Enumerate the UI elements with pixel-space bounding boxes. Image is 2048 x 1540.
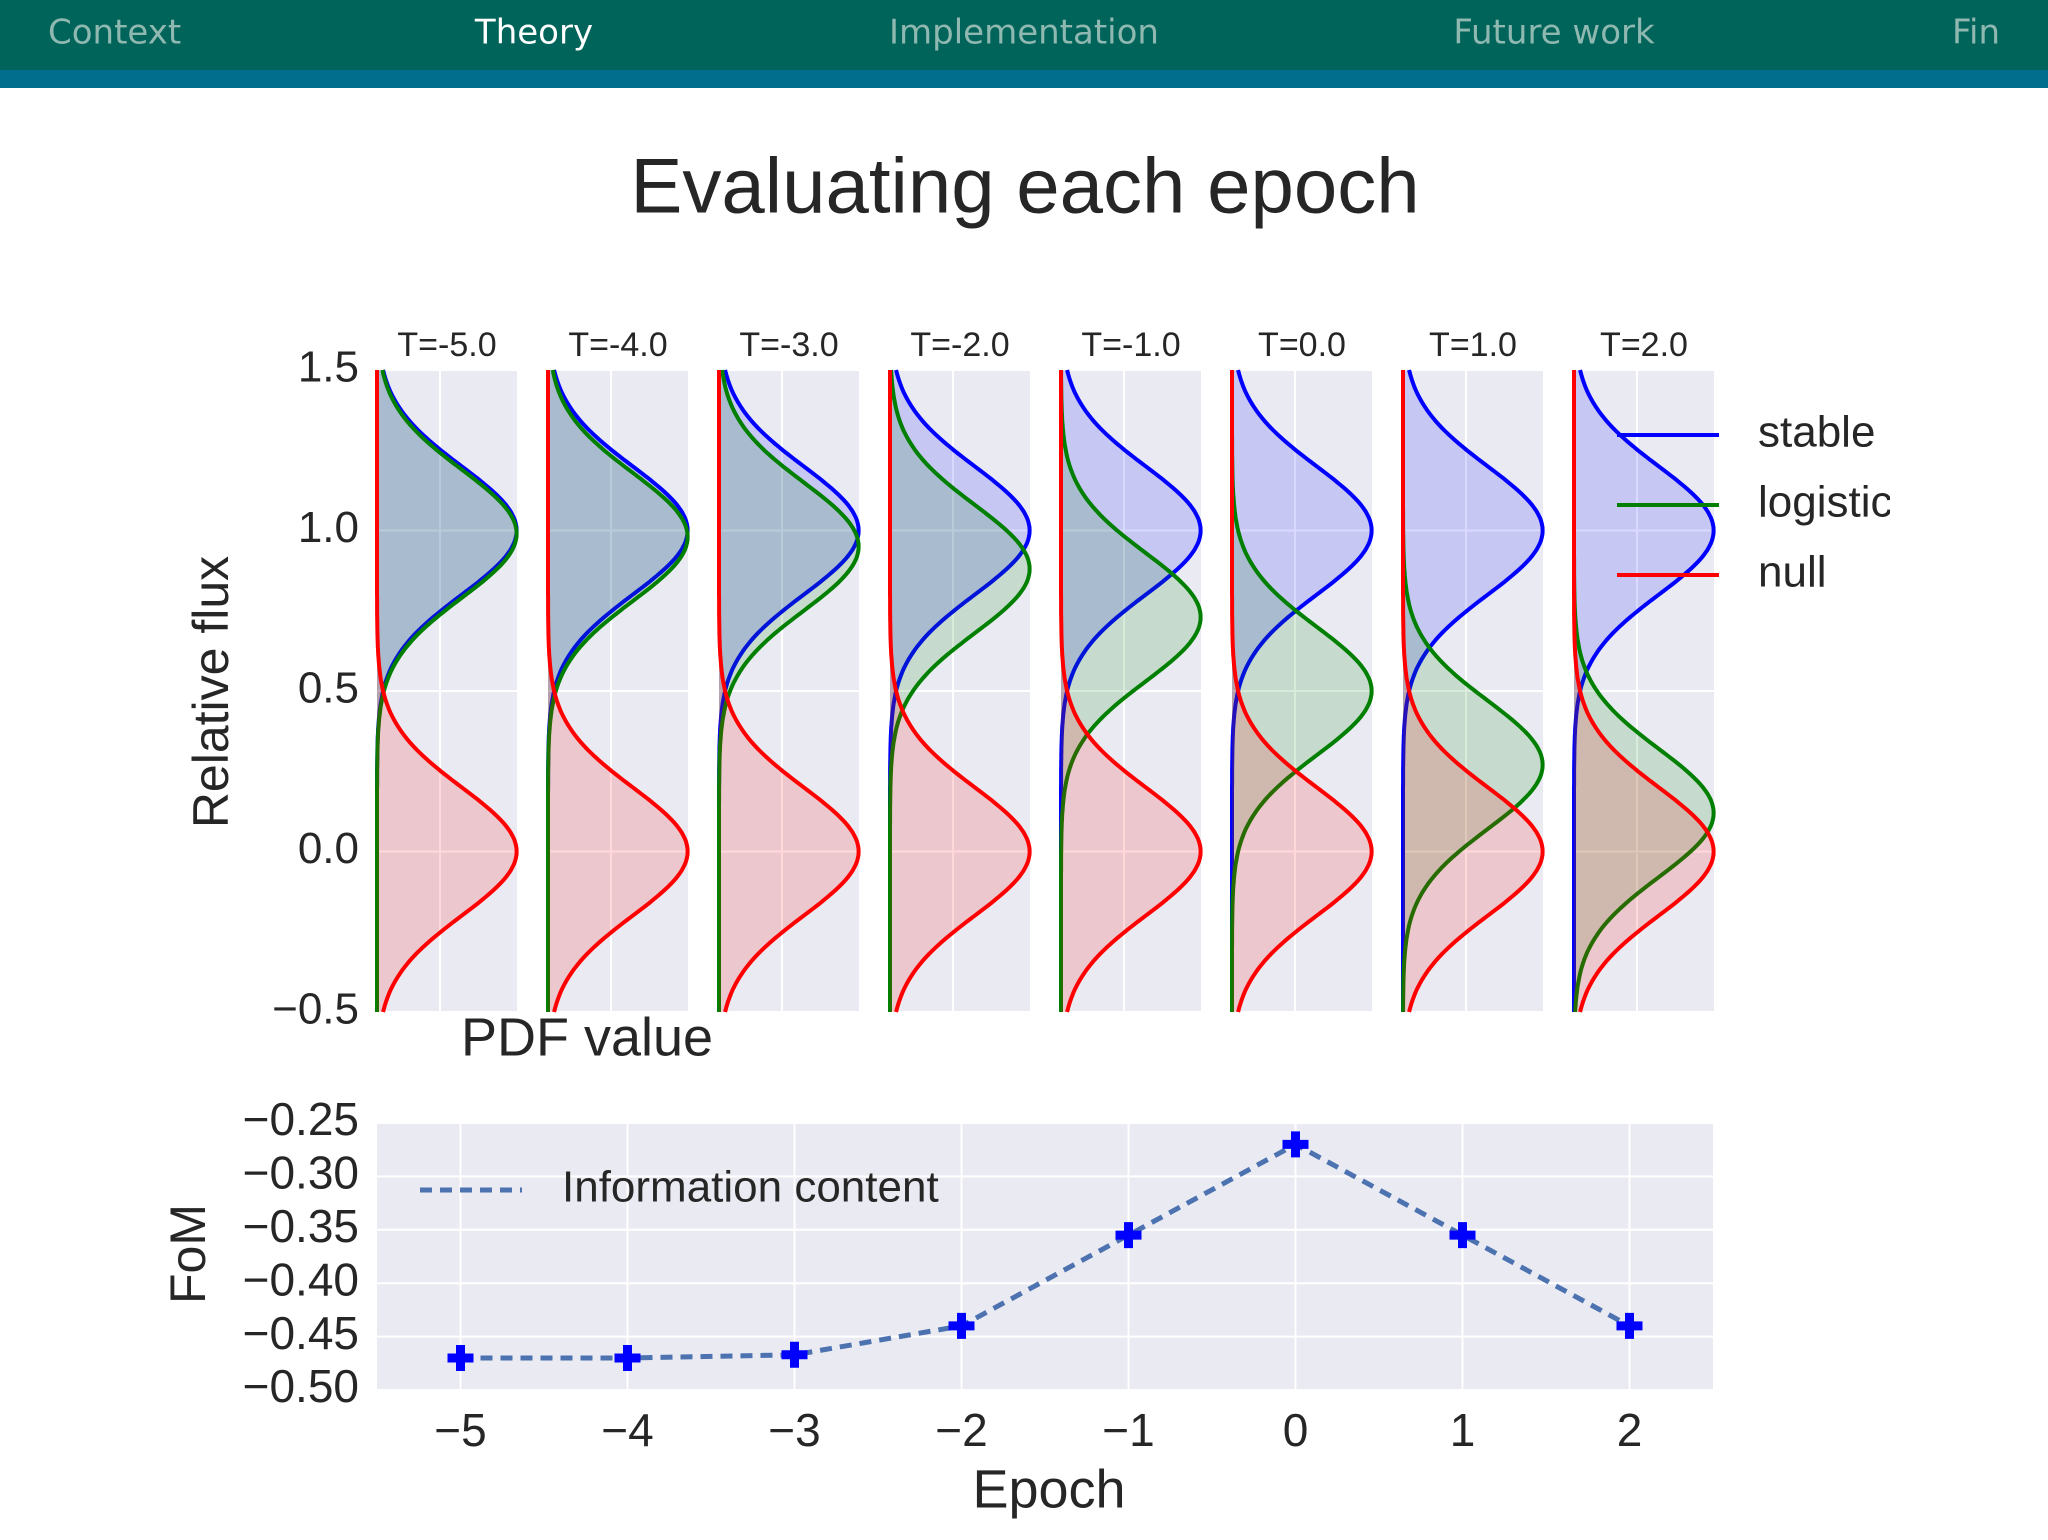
density-fill: [719, 370, 859, 1012]
density-curve: [546, 370, 690, 1013]
legend: stable logistic null: [1617, 408, 1893, 597]
x-tick-label: −4: [601, 1404, 653, 1456]
nav-item[interactable]: Future work: [1453, 13, 1655, 53]
y-tick-label: −0.45: [243, 1307, 359, 1359]
density-fill: [719, 370, 859, 1012]
axes-background: [377, 1123, 1713, 1390]
density-fill: [1232, 370, 1372, 1012]
density-curve: [375, 370, 519, 1013]
nav-item[interactable]: Fin: [1952, 13, 2000, 53]
y-tick-label: −0.25: [243, 1093, 359, 1145]
panel-title: T=-5.0: [397, 326, 496, 364]
x-axis-label: PDF value: [461, 1007, 713, 1067]
data-marker: [1616, 1312, 1643, 1339]
density-curve: [1059, 370, 1203, 1012]
panel-title: T=-1.0: [1081, 326, 1180, 364]
data-marker: [781, 1341, 808, 1368]
y-tick-label: 1.0: [298, 503, 359, 552]
density-curve: [888, 369, 1032, 1012]
density-fill: [1574, 370, 1714, 1012]
nav-item[interactable]: Context: [48, 13, 181, 53]
x-tick-label: −2: [935, 1404, 987, 1456]
y-tick-label: 1.5: [298, 343, 359, 392]
data-marker: [614, 1344, 641, 1371]
density-fill: [1403, 370, 1543, 1012]
y-axis-label: Relative flux: [183, 556, 239, 828]
x-tick-label: −5: [434, 1404, 486, 1456]
legend-label: logistic: [1758, 478, 1893, 527]
x-tick-label: −1: [1102, 1404, 1154, 1456]
data-line: [460, 1141, 1631, 1361]
y-tick-label: −0.40: [243, 1253, 359, 1305]
y-tick-label: −0.50: [243, 1360, 359, 1412]
x-tick-label: 0: [1283, 1404, 1309, 1456]
panel-title: T=-2.0: [910, 326, 1009, 364]
panel-title: T=-4.0: [568, 326, 667, 364]
x-tick-label: −3: [768, 1404, 820, 1456]
density-curve: [1572, 370, 1716, 1013]
density-fill: [890, 370, 1030, 1012]
density-fill: [548, 370, 688, 1012]
nav-strip: [0, 70, 2048, 88]
y-tick-label: 0.5: [298, 664, 359, 713]
legend-label: null: [1758, 548, 1827, 597]
density-curve: [1230, 370, 1374, 1013]
data-marker: [1115, 1222, 1142, 1249]
density-fill: [1574, 370, 1714, 1012]
density-fill: [1061, 370, 1201, 1012]
legend-label: Information content: [562, 1163, 939, 1212]
x-tick-label: 2: [1617, 1404, 1643, 1456]
density-curve: [1401, 370, 1545, 1013]
nav-bar: [0, 0, 2048, 70]
nav-item[interactable]: Implementation: [889, 13, 1159, 53]
density-fill: [548, 370, 688, 1012]
nav-item[interactable]: Theory: [474, 13, 593, 53]
density-curve: [717, 369, 861, 1012]
x-axis-label: Epoch: [972, 1459, 1125, 1519]
density-curve: [717, 370, 861, 1013]
density-fill: [1232, 370, 1372, 1012]
panel-title: T=0.0: [1258, 326, 1346, 364]
x-tick-label: 1: [1450, 1404, 1476, 1456]
density-fill: [1403, 370, 1543, 1012]
panel-title: T=1.0: [1429, 326, 1517, 364]
data-marker: [948, 1312, 975, 1339]
data-marker: [1282, 1131, 1309, 1158]
y-axis-label: FoM: [160, 1204, 216, 1304]
density-fill: [377, 370, 517, 1012]
density-fill: [1574, 370, 1714, 1012]
y-tick-label: −0.5: [272, 985, 359, 1034]
data-marker: [1449, 1222, 1476, 1249]
density-fill: [377, 370, 517, 1012]
legend-label: stable: [1758, 408, 1875, 457]
y-tick-label: −0.35: [243, 1200, 359, 1252]
density-fill: [890, 370, 1030, 1012]
density-fill: [548, 370, 688, 1012]
y-tick-label: −0.30: [243, 1147, 359, 1199]
slide-title: Evaluating each epoch: [630, 142, 1419, 230]
y-tick-label: 0.0: [298, 824, 359, 873]
density-fill: [719, 370, 859, 1012]
density-curve: [888, 370, 1032, 1013]
density-fill: [890, 370, 1030, 1012]
density-curve: [1059, 370, 1203, 1013]
panel-title: T=-3.0: [739, 326, 838, 364]
density-fill: [1061, 370, 1201, 1012]
panel-title: T=2.0: [1600, 326, 1688, 364]
charts: T=-5.0 T=-4.0 T=-3.0 T=-2.0 T=-1.0 T=0.0 T=1.0…: [160, 326, 1893, 1519]
density-fill: [377, 370, 517, 1012]
density-fill: [1232, 370, 1372, 1012]
data-marker: [447, 1344, 474, 1371]
